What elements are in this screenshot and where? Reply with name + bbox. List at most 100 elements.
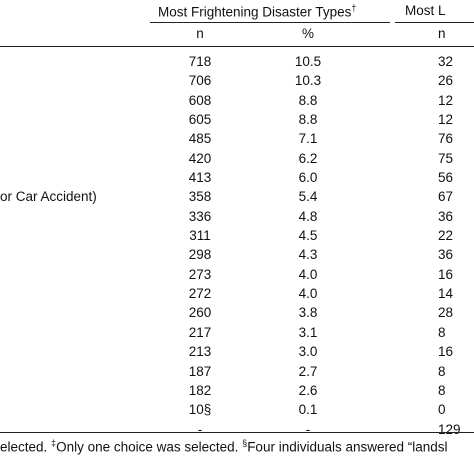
cell-n2: 56 [438,170,454,186]
cell-pct: 2.7 [298,363,318,379]
spacer [338,400,438,419]
table-row: 336 4.8 36 [0,207,474,226]
spacer [338,323,438,342]
cell-pct: 6.0 [298,170,318,186]
cell-n: 273 [188,266,212,282]
cell-n2: 75 [438,150,454,166]
table-row: 213 3.0 16 [0,342,474,361]
spacer [338,342,438,361]
spacer [338,168,438,187]
row-label [0,226,170,245]
table-row: 273 4.0 16 [0,265,474,284]
cell-n: 272 [188,286,212,302]
cell-n: 187 [188,363,212,379]
cell-n2: 14 [438,286,454,302]
data-table: 718 10.5 32 706 10.3 26 608 8.8 12 605 8.8 12 485 7.1… [0,52,474,439]
cell-pct: 4.0 [298,286,318,302]
header-rule-1 [150,22,390,23]
spacer [230,420,278,439]
cell-pct: 10.5 [294,54,322,69]
cell-pct: 3.1 [298,324,318,340]
col-header-pct: % [301,26,314,41]
cell-n: 718 [188,54,212,69]
cell-n2: 12 [438,92,454,108]
row-label [0,342,170,361]
table-row: or Car Accident) 358 5.4 67 [0,187,474,206]
cell-pct: - [305,421,311,437]
spacer [338,71,438,90]
spacer [338,91,438,110]
col-header-n: n [196,26,204,41]
header-bottom-rule [0,46,474,47]
row-label [0,323,170,342]
row-label [0,168,170,187]
spacer [338,207,438,226]
cell-n2: 16 [438,266,454,282]
spacer [338,110,438,129]
footnote-part1: elected. [0,439,52,455]
table-row: 485 7.1 76 [0,129,474,148]
spacer [230,284,278,303]
cell-n2: 8 [438,382,446,398]
spacer [338,303,438,322]
group-header-frightening-text: Most Frightening Disaster Types [158,4,352,20]
cell-n: 182 [188,382,212,398]
cell-n: - [197,421,203,437]
cell-n: 298 [188,247,212,263]
table-row: 187 2.7 8 [0,362,474,381]
spacer [338,265,438,284]
spacer [230,342,278,361]
spacer [338,149,438,168]
spacer [338,245,438,264]
spacer [230,323,278,342]
row-label [0,381,170,400]
cell-pct: 6.2 [298,150,318,166]
cell-pct: 0.1 [298,402,318,418]
cell-n: 706 [188,73,212,89]
spacer [230,91,278,110]
footnote-part3: Four individuals answered “landsl [247,439,448,455]
spacer [338,52,438,71]
row-label [0,362,170,381]
row-label [0,129,170,148]
table-row: 260 3.8 28 [0,303,474,322]
dagger-mark: † [351,3,357,13]
spacer [230,110,278,129]
cell-n2: 12 [438,112,454,128]
cell-n: 10§ [188,402,212,418]
table-row: 420 6.2 75 [0,149,474,168]
row-label [0,245,170,264]
cell-n2: 36 [438,208,454,224]
table-header-groups: Most Frightening Disaster Types† Most L [0,0,474,24]
row-label [0,149,170,168]
group-header-second: Most L [405,3,446,18]
footnote-part2: Only one choice was selected. [56,439,243,455]
row-label [0,265,170,284]
table-row: 272 4.0 14 [0,284,474,303]
cell-n: 413 [188,170,212,186]
cell-n: 358 [188,189,212,205]
table-row: 217 3.1 8 [0,323,474,342]
cell-pct: 2.6 [298,382,318,398]
group-header-frightening: Most Frightening Disaster Types† [158,3,356,20]
table-row: 311 4.5 22 [0,226,474,245]
spacer [230,71,278,90]
cell-pct: 4.3 [298,247,318,263]
row-label [0,91,170,110]
table-row: 608 8.8 12 [0,91,474,110]
table-row: - - 129 [0,420,474,439]
table-bottom-rule [0,432,474,433]
row-label [0,207,170,226]
spacer [230,265,278,284]
footnote: elected. ‡Only one choice was selected. … [0,438,448,455]
double-dagger-mark: ‡ [51,438,57,448]
spacer [338,226,438,245]
row-label [0,52,170,71]
spacer [230,187,278,206]
cell-n2: 26 [438,73,454,89]
cell-n: 605 [188,112,212,128]
cell-n2: 67 [438,189,454,205]
cell-n: 260 [188,305,212,321]
spacer [230,303,278,322]
spacer [230,245,278,264]
